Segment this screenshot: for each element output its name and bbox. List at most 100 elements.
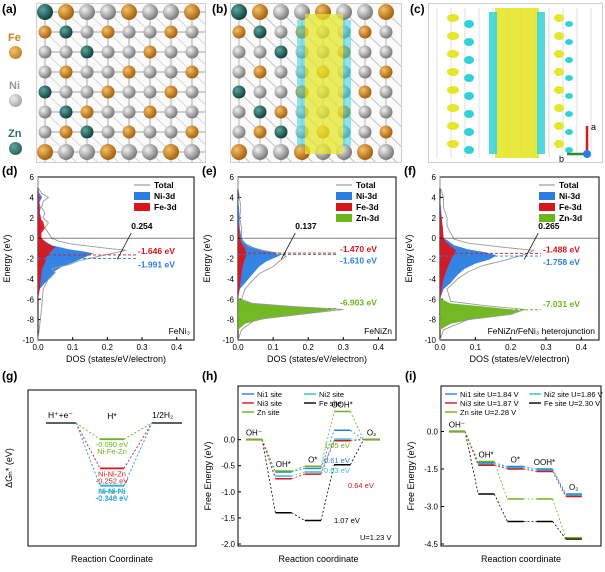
atom-zn <box>59 25 73 39</box>
atom-ni <box>100 4 116 20</box>
y-tick-label: 6 <box>432 173 437 182</box>
energy-annotation: 1.05 eV <box>324 441 350 450</box>
atom-fe <box>232 25 246 39</box>
system-label: FeNiZn/FeNi₃ heterojunction <box>488 326 596 336</box>
charge-depletion-region <box>489 12 497 154</box>
atom-ni <box>101 45 115 59</box>
atom-ni <box>358 105 372 119</box>
panel-label: (g) <box>2 369 17 383</box>
y-tick-label: -2.0 <box>221 540 235 549</box>
charge-lobe <box>554 68 564 76</box>
legend-label: Ni1 site U=1.84 V <box>460 390 519 399</box>
charge-lobe <box>464 74 474 82</box>
legend-label: Fe-3d <box>154 202 177 212</box>
legend-swatch-ni-3d <box>336 192 352 200</box>
atom-fe <box>358 25 372 39</box>
charge-lobe <box>464 146 474 154</box>
connector <box>350 429 364 440</box>
connector <box>123 422 153 440</box>
structure-image-a <box>36 3 206 163</box>
peak-value-label: 0.265 <box>538 221 560 231</box>
atom-zn <box>231 4 247 20</box>
charge-lobe <box>554 14 564 22</box>
atom-ni <box>38 105 52 119</box>
atom-ni <box>379 85 393 99</box>
connector <box>123 422 153 487</box>
state-label: OH⁻ <box>246 429 262 438</box>
charge-lobe <box>554 50 564 58</box>
y-tick-label: 6 <box>30 173 35 182</box>
y-tick-label: -10 <box>22 336 34 345</box>
atom-fe <box>164 85 178 99</box>
connector <box>261 439 276 479</box>
atom-fe <box>185 125 199 139</box>
y-tick-label: -6 <box>429 295 437 304</box>
y-tick-label: -4 <box>227 275 235 284</box>
atom-fe <box>379 65 393 79</box>
fe-d-band-center-label: -1.646 eV <box>138 246 175 256</box>
dos-series-ni-3d <box>238 197 281 300</box>
charge-lobe <box>447 50 459 58</box>
atom-ni <box>232 65 246 79</box>
atom-fe <box>59 65 73 79</box>
atom-ni <box>163 4 179 20</box>
atom-fe <box>185 65 199 79</box>
structure-a-svg <box>37 4 205 162</box>
legend-label: Fe-3d <box>559 202 582 212</box>
state-label: H* <box>107 411 117 421</box>
legend-swatch-ni-3d <box>134 192 150 200</box>
x-axis-label: Reaction coordinate <box>278 554 358 564</box>
x-tick-label: 0.0 <box>32 343 44 352</box>
y-tick-label: 0 <box>30 234 35 243</box>
atom-ni <box>358 125 372 139</box>
fe-d-band-center-label: -1.470 eV <box>340 244 377 254</box>
atom-ni <box>121 144 137 160</box>
structure-image-b <box>230 3 402 163</box>
axis-label-b: b <box>559 154 564 162</box>
atom-ni <box>253 45 267 59</box>
y-axis-label: Energy (eV) <box>2 234 12 282</box>
atom-zn <box>80 45 94 59</box>
connector <box>494 463 508 469</box>
dos-series-fe-3d <box>238 217 247 300</box>
level-label: -0.252 eV <box>96 476 129 485</box>
charge-lobe <box>464 110 474 118</box>
connector <box>123 422 153 469</box>
atom-fe <box>101 85 115 99</box>
peak-pointer <box>116 232 132 260</box>
y-tick-label: 4 <box>30 193 35 202</box>
atom-fe <box>80 105 94 119</box>
charge-lobe <box>447 122 459 130</box>
x-tick-label: 0.2 <box>505 343 517 352</box>
connector <box>320 464 335 521</box>
x-tick-label: 0.3 <box>338 343 350 352</box>
atom-ni <box>378 144 394 160</box>
legend-label: Total <box>559 180 579 190</box>
atom-fe <box>358 85 372 99</box>
atom-ni <box>358 65 372 79</box>
charge-lobe <box>447 68 459 76</box>
connector <box>552 468 567 495</box>
system-label: FeNiZn <box>364 326 392 336</box>
connector <box>320 438 335 473</box>
atom-ni <box>38 65 52 79</box>
y-axis-label: Free Energy (eV) <box>406 441 416 510</box>
atom-fe <box>101 25 115 39</box>
atom-ni <box>274 65 288 79</box>
legend-swatch-fe-3d <box>539 203 555 211</box>
connector <box>552 471 567 497</box>
atom-fe <box>121 4 137 20</box>
atom-fe <box>378 4 394 20</box>
ni-d-band-center-label: -1.991 eV <box>138 259 175 269</box>
connector <box>291 467 305 473</box>
charge-lobe <box>565 39 573 45</box>
dos-series-total <box>37 177 127 341</box>
energy-annotation: 0.63 eV <box>324 466 350 475</box>
fe-d-band-center-label: -1.488 eV <box>543 244 580 254</box>
x-tick-label: 0.2 <box>102 343 114 352</box>
y-tick-label: -2 <box>227 255 235 264</box>
atom-ni <box>79 144 95 160</box>
y-axis-label: Energy (eV) <box>404 234 414 282</box>
atom-ni <box>273 144 289 160</box>
